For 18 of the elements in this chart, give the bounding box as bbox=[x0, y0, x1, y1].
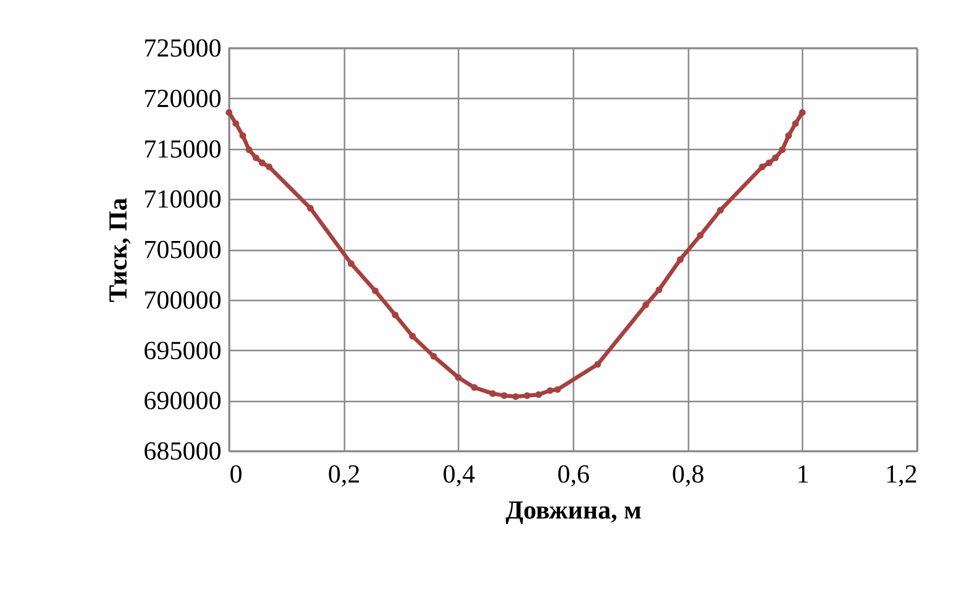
y-tick-label: 700000 bbox=[144, 285, 222, 314]
x-tick-label: 1,2 bbox=[885, 460, 918, 488]
x-tick-label: 0 bbox=[230, 460, 242, 488]
x-tick-label: 0,8 bbox=[672, 460, 704, 488]
y-tick-label: 695000 bbox=[144, 336, 222, 365]
x-tick-label: 0,4 bbox=[442, 460, 476, 488]
y-tick-label: 710000 bbox=[144, 184, 222, 214]
y-tick-label: 715000 bbox=[144, 134, 222, 164]
y-axis-title: Тиск, Па bbox=[104, 198, 132, 302]
y-tick-label: 725000 bbox=[144, 34, 222, 62]
y-tick-label: 705000 bbox=[144, 235, 222, 264]
x-tick-label: 1 bbox=[796, 460, 810, 488]
x-tick-label: 0,6 bbox=[557, 460, 590, 488]
y-tick-label: 690000 bbox=[144, 386, 222, 416]
x-tick-label: 0,2 bbox=[328, 460, 360, 488]
y-tick-label: 685000 bbox=[144, 436, 222, 466]
y-tick-label: 720000 bbox=[144, 84, 222, 113]
x-axis-title: Довжина, м bbox=[505, 496, 642, 524]
